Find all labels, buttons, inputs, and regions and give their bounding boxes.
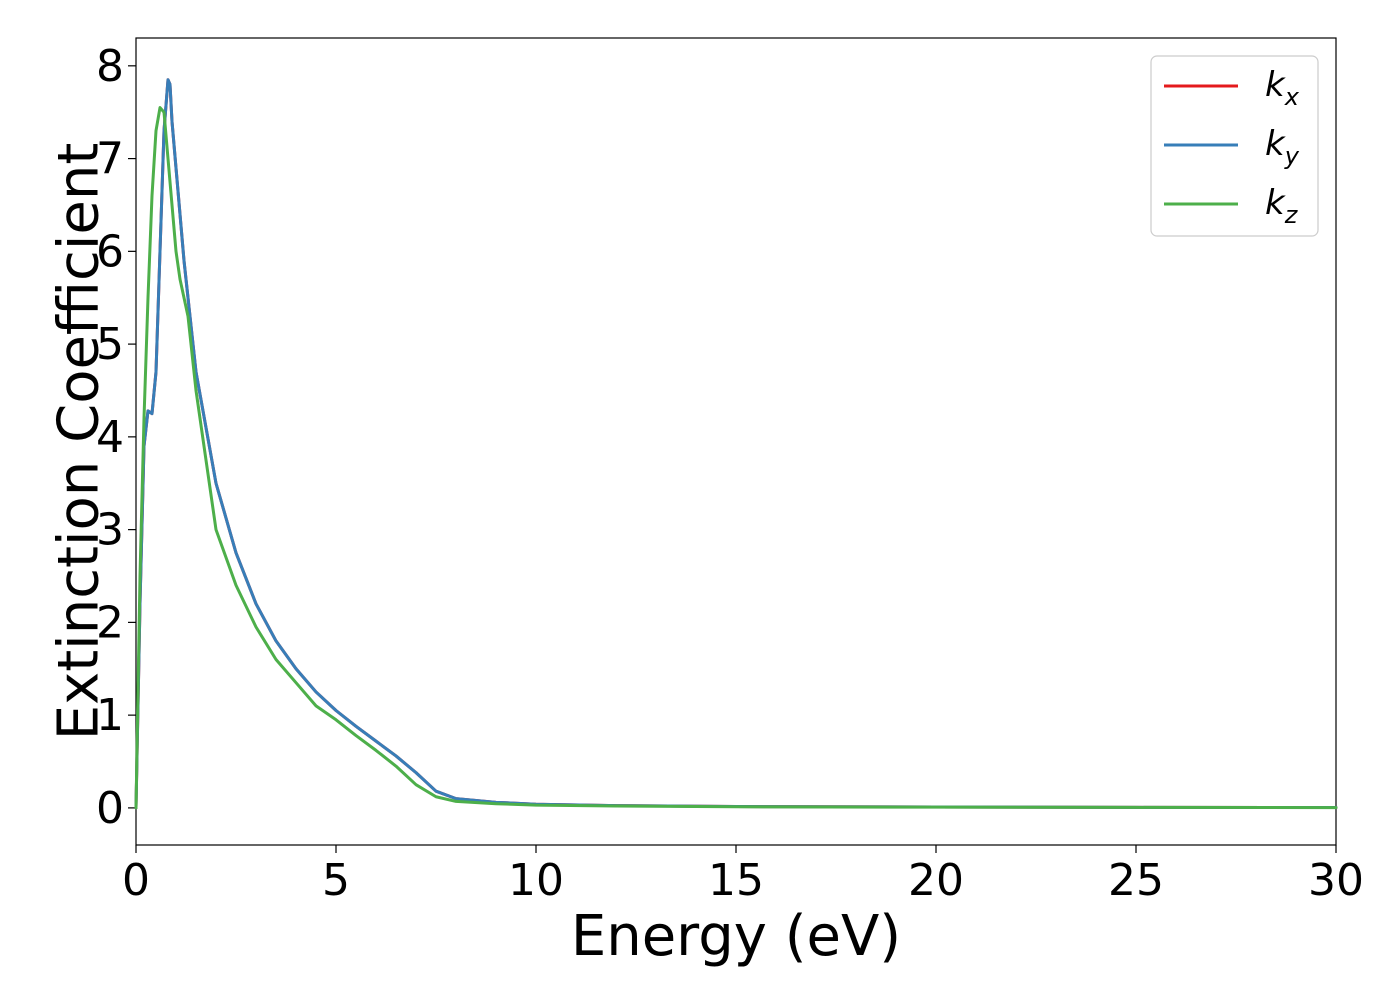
series-line-z	[134, 106, 1338, 810]
x-tick-label: 25	[1108, 855, 1164, 906]
y-tick-label: 0	[96, 783, 124, 834]
legend-label-z: kz	[1265, 183, 1299, 229]
y-tick-label: 3	[96, 505, 124, 556]
y-tick-label: 6	[96, 226, 124, 277]
y-tick-label: 7	[96, 134, 124, 185]
axes-layer: 0 5 10 15 20 25 30 0 1 2 3 4 5 6 7 8	[96, 37, 1364, 906]
y-axis-title: Extinction Coefficient	[47, 143, 112, 741]
series-layer	[134, 78, 1338, 810]
x-tick-label: 5	[322, 855, 350, 906]
y-tick-label: 1	[96, 690, 124, 741]
x-tick-label: 0	[122, 855, 150, 906]
x-axis-title: Energy (eV)	[571, 904, 901, 969]
y-tick-label: 8	[96, 41, 124, 92]
x-tick-label: 10	[508, 855, 564, 906]
x-tick-label: 15	[708, 855, 764, 906]
y-tick-label: 4	[96, 412, 124, 463]
y-tick-label: 2	[96, 597, 124, 648]
legend-label-y: ky	[1265, 124, 1300, 170]
x-tick-label: 30	[1308, 855, 1364, 906]
x-tick-label: 20	[908, 855, 964, 906]
legend-label-x: kx	[1265, 65, 1300, 111]
y-tick-label: 5	[96, 319, 124, 370]
legend: kx ky kz	[1150, 55, 1319, 237]
